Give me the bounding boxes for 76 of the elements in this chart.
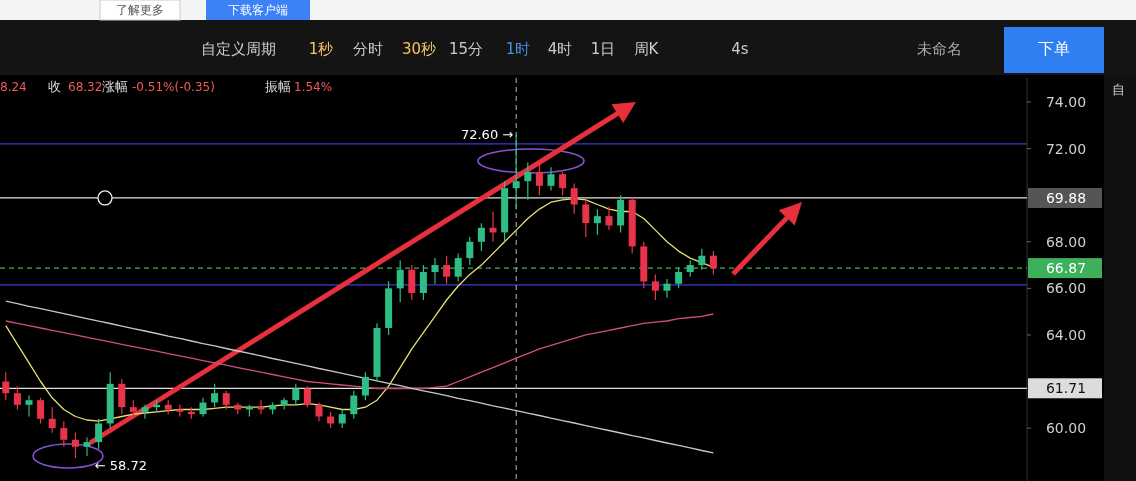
candlestick (315, 401, 323, 422)
candlestick (663, 278, 671, 299)
text: 未命名 (916, 40, 962, 58)
annotation: 振幅 (265, 79, 291, 94)
annotation: 涨幅 (102, 79, 128, 94)
text: 1时 (505, 40, 531, 58)
annotation: 72.60 → (460, 126, 514, 142)
y-tick-label: 72.00 (1045, 140, 1087, 157)
candlestick (535, 159, 543, 196)
candlestick (408, 264, 416, 301)
text: 30秒 (401, 40, 437, 58)
candlestick (199, 397, 207, 418)
candlestick (477, 222, 485, 252)
annotation: ← 58.72 (94, 457, 148, 473)
text: 1秒 (308, 40, 334, 58)
ref-line-label: 69.88 (1045, 189, 1087, 206)
candlestick (547, 166, 555, 192)
annotation: 收 (48, 79, 61, 94)
candlestick (466, 236, 474, 266)
y-tick-label: 74.00 (1045, 93, 1087, 110)
candlestick (350, 390, 358, 420)
candlestick (396, 259, 404, 303)
ref-line-label: 61.71 (1045, 380, 1087, 397)
candlestick (709, 250, 717, 275)
text: 自 (1112, 82, 1125, 97)
annotation: 68.32 (68, 80, 103, 94)
candlestick (25, 394, 33, 418)
annotation: 8.24 (0, 80, 27, 94)
text: 4时 (547, 40, 573, 58)
candlestick (361, 371, 369, 401)
candlestick (524, 161, 532, 201)
text: 15分 (448, 40, 484, 58)
text: 周K (633, 40, 660, 58)
candlestick (303, 385, 311, 408)
line-series (5, 300, 715, 454)
text: 分时 (353, 40, 383, 58)
candlestick (512, 134, 520, 210)
candlestick (71, 432, 79, 459)
candlestick (141, 404, 149, 420)
y-tick-label: 68.00 (1045, 233, 1087, 250)
candlestick (454, 252, 462, 282)
candlestick (651, 273, 659, 301)
candlestick (698, 248, 706, 271)
candlestick (593, 208, 601, 236)
candlestick (582, 199, 590, 238)
candlestick (675, 266, 683, 289)
candlestick (13, 385, 21, 411)
candlestick (222, 390, 230, 411)
y-tick-label: 64.00 (1045, 326, 1087, 343)
ref-line-label: 66.87 (1045, 260, 1087, 277)
candlestick (292, 383, 300, 406)
text: 下单 (1038, 39, 1070, 58)
text: 1日 (590, 40, 616, 58)
text: 自定义周期 (200, 40, 276, 58)
candlestick (570, 182, 578, 215)
candlestick (83, 436, 91, 457)
candlestick (431, 257, 439, 285)
candlestick (211, 383, 219, 408)
candlestick (605, 206, 613, 231)
candlestick (95, 418, 103, 450)
candlestick (118, 378, 126, 415)
candlestick (338, 408, 346, 429)
candlestick (2, 371, 10, 401)
candlestick (48, 406, 56, 434)
text: 4s (731, 40, 749, 58)
annotation: 1.54% (294, 80, 333, 94)
text: 了解更多 (116, 3, 164, 17)
text: 下载客户端 (228, 3, 288, 17)
annotation: -0.51%(-0.35) (132, 80, 215, 94)
candlestick (443, 255, 451, 285)
candlestick (37, 397, 45, 425)
candlestick (419, 264, 427, 301)
candlestick (60, 420, 68, 448)
y-tick-label: 60.00 (1045, 420, 1087, 437)
candlestick (559, 171, 567, 196)
y-tick-label: 66.00 (1045, 280, 1087, 297)
